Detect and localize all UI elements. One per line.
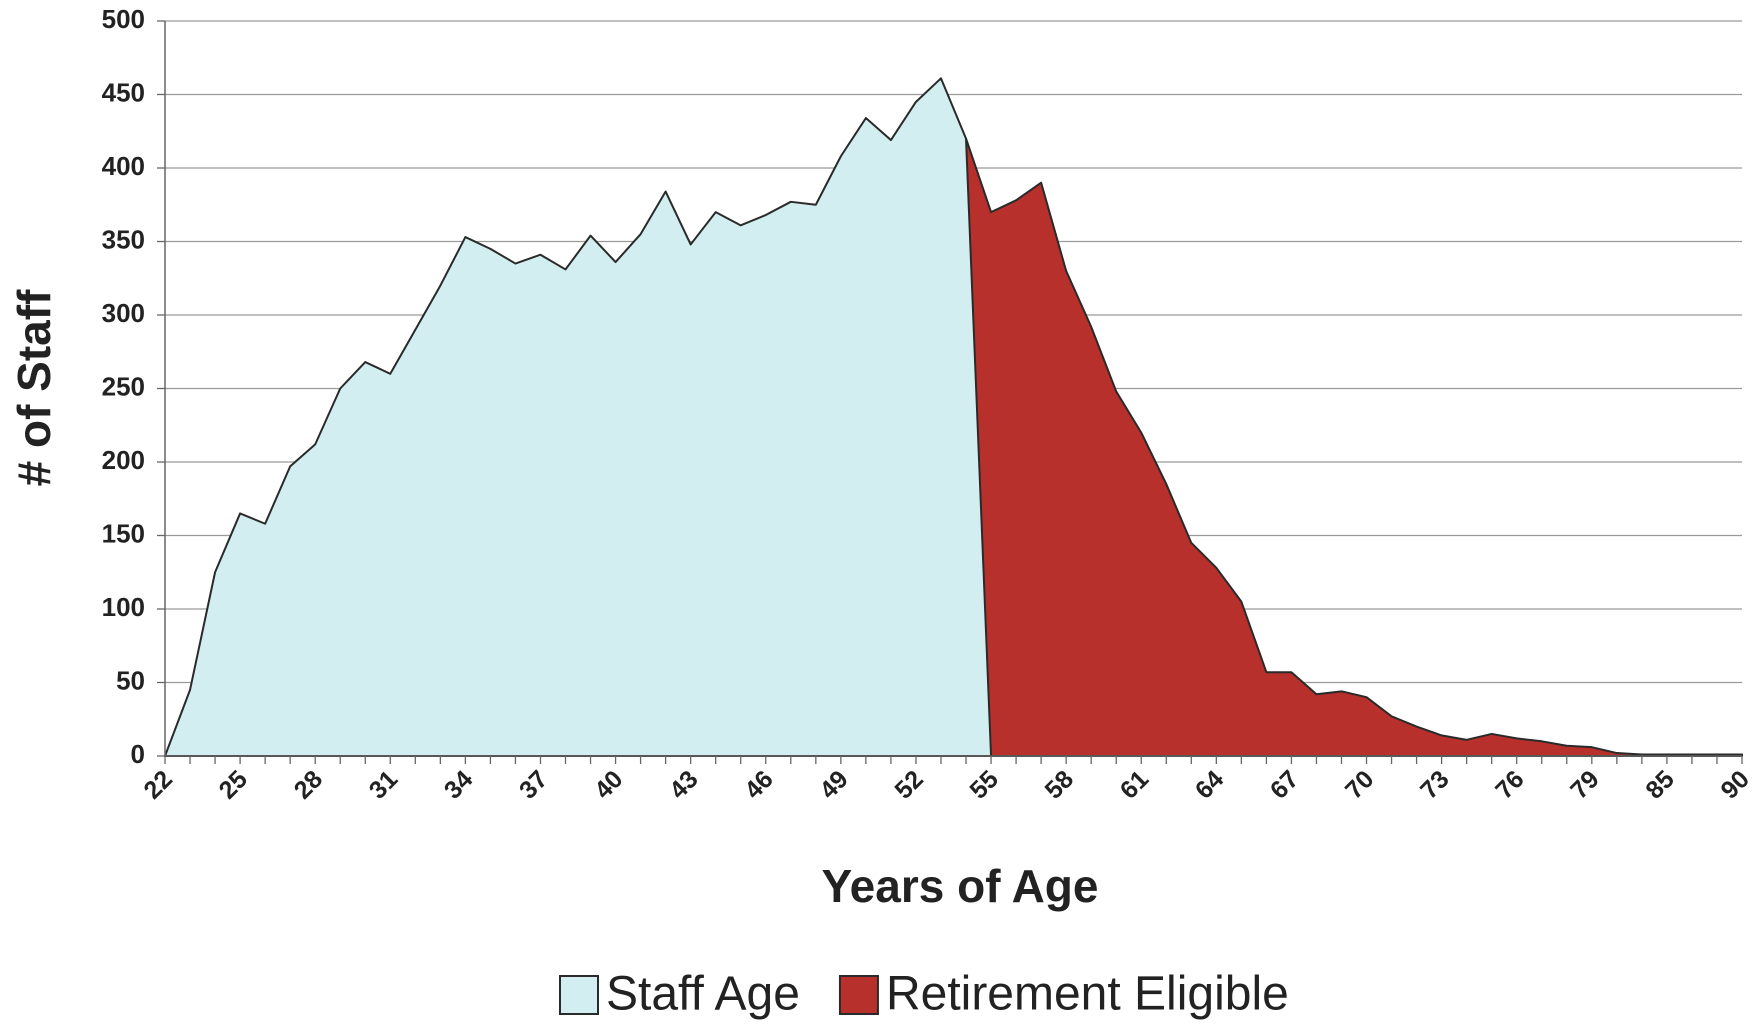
y-tick-label: 500 xyxy=(102,4,145,34)
y-axis-title: # of Staff xyxy=(8,289,60,486)
x-tick-label: 76 xyxy=(1490,765,1529,804)
y-tick-label: 400 xyxy=(102,151,145,181)
y-tick-label: 200 xyxy=(102,445,145,475)
x-tick-label: 79 xyxy=(1565,765,1604,804)
legend-swatch xyxy=(838,975,879,1015)
x-tick-label: 43 xyxy=(664,765,703,804)
x-tick-label: 64 xyxy=(1190,765,1230,805)
x-axis-title: Years of Age xyxy=(822,860,1099,912)
legend-swatch xyxy=(559,975,599,1015)
x-tick-label: 46 xyxy=(739,765,778,804)
legend-label: Retirement Eligible xyxy=(886,968,1289,1021)
area xyxy=(965,137,1743,757)
y-tick-label: 350 xyxy=(102,224,145,254)
x-tick-label: 22 xyxy=(138,765,177,804)
x-tick-label: 70 xyxy=(1340,765,1379,804)
legend: Staff Age Retirement Eligible xyxy=(559,968,1289,1021)
x-tick-label: 58 xyxy=(1040,765,1080,805)
x-tick-label: 55 xyxy=(964,765,1004,805)
x-tick-label: 37 xyxy=(514,765,553,804)
area xyxy=(164,77,993,757)
x-tick-label: 73 xyxy=(1415,765,1454,804)
y-tick-label: 300 xyxy=(102,298,145,328)
x-tick-label: 52 xyxy=(889,765,928,804)
x-tick-label: 34 xyxy=(439,765,479,805)
x-tick-label: 25 xyxy=(214,765,254,805)
x-tick-label: 90 xyxy=(1715,765,1753,804)
x-tick-label: 40 xyxy=(589,765,628,804)
legend-label: Staff Age xyxy=(606,968,800,1021)
y-tick-label: 150 xyxy=(102,518,145,548)
x-tick-label: 31 xyxy=(364,765,404,805)
x-tick-label: 28 xyxy=(289,765,329,805)
y-tick-label: 450 xyxy=(102,77,145,107)
x-tick-label: 85 xyxy=(1640,765,1680,805)
y-tick-label: 250 xyxy=(102,371,145,401)
y-tick-label: 50 xyxy=(116,665,145,695)
x-tick-label: 67 xyxy=(1265,765,1304,804)
x-tick-label: 49 xyxy=(814,765,853,804)
y-tick-label: 100 xyxy=(102,592,145,622)
x-tick-label: 61 xyxy=(1115,765,1155,805)
y-tick-label: 0 xyxy=(131,739,145,769)
